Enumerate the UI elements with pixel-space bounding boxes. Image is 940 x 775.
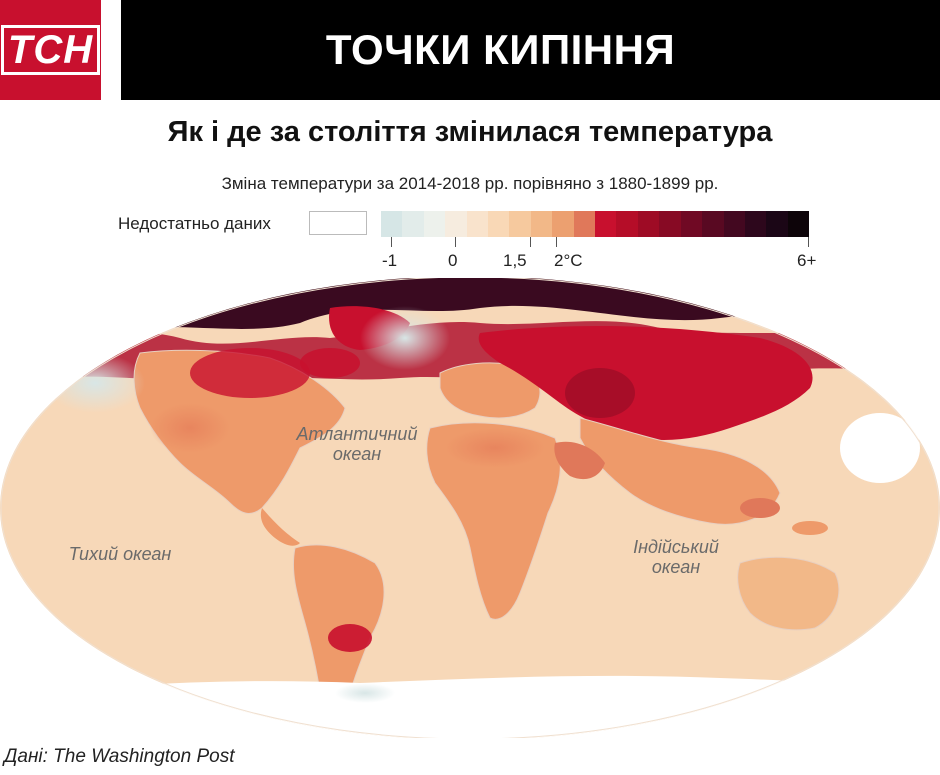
africa — [426, 422, 561, 620]
header-bar: ТОЧКИ КИПІННЯ — [121, 0, 940, 100]
no-data-label: Недостатньо даних — [118, 214, 271, 233]
new-guinea — [792, 521, 828, 535]
color-scale-swatch — [723, 211, 745, 237]
map-svg: Атлантичний океан Тихий океан Індійський… — [0, 276, 940, 740]
antarctica — [0, 675, 940, 738]
color-scale-swatch — [381, 211, 403, 237]
color-scale-swatch — [488, 211, 510, 237]
color-scale-swatch — [659, 211, 681, 237]
southern-cool — [335, 683, 395, 703]
tsn-logo: ТСН — [0, 0, 101, 100]
tick-mark — [556, 237, 557, 247]
color-scale-swatch — [445, 211, 467, 237]
pacific-ocean-label: Тихий океан — [69, 544, 172, 564]
tick-mark — [455, 237, 456, 247]
europe — [439, 362, 541, 419]
color-scale-swatch — [595, 211, 617, 237]
color-scale-swatch — [637, 211, 660, 237]
color-scale-swatch — [509, 211, 531, 237]
north-pacific-cool — [45, 353, 145, 413]
header-title: ТОЧКИ КИПІННЯ — [325, 26, 676, 73]
atlantic-ocean-label-1: Атлантичний — [296, 424, 418, 444]
borneo — [740, 498, 780, 518]
tick-label-1-5: 1,5 — [503, 251, 527, 270]
color-scale-swatch — [744, 211, 767, 237]
data-source: Дані: The Washington Post — [4, 746, 235, 767]
color-scale-swatch — [702, 211, 724, 237]
no-data-swatch — [309, 211, 367, 235]
color-scale-swatch — [552, 211, 574, 237]
page-subtitle: Як і де за століття змінилася температур… — [167, 116, 773, 148]
color-scale-bar — [381, 211, 810, 237]
sahara-warm — [445, 428, 545, 468]
tick-mark — [808, 237, 809, 247]
indian-ocean-label-1: Індійський — [633, 537, 719, 557]
pacific-no-data — [840, 413, 920, 483]
color-scale-swatch — [766, 211, 788, 237]
map-caption: Зміна температури за 2014-2018 рр. порів… — [221, 174, 719, 193]
central-asia-hotspot — [565, 368, 635, 418]
tick-mark — [530, 237, 531, 247]
tick-label-2c: 2°C — [554, 251, 583, 270]
russia — [478, 326, 813, 440]
australia — [737, 556, 840, 631]
argentina-hotspot — [328, 624, 372, 652]
tick-label-0: 0 — [448, 251, 458, 270]
tick-label-minus1: -1 — [382, 251, 398, 270]
canada-hotspot — [190, 348, 310, 398]
map-content: Атлантичний океан Тихий океан Індійський… — [0, 278, 940, 738]
color-scale-swatch — [573, 211, 596, 237]
hudson-hotspot — [300, 348, 360, 378]
central-america — [260, 508, 300, 546]
indian-ocean-label-2: океан — [652, 557, 700, 577]
atlantic-ocean-label-2: океан — [333, 444, 381, 464]
atlantic-cool-spot — [360, 306, 450, 370]
color-scale-swatch — [466, 211, 489, 237]
color-scale-swatch — [616, 211, 638, 237]
color-scale-swatch — [680, 211, 703, 237]
arabia — [554, 441, 605, 480]
pacific-warm — [150, 403, 230, 453]
color-scale-swatch — [787, 211, 810, 237]
world-temperature-map: Атлантичний океан Тихий океан Індійський… — [0, 276, 940, 740]
color-scale-swatch — [402, 211, 424, 237]
tick-mark — [391, 237, 392, 247]
tick-label-6plus: 6+ — [797, 251, 817, 270]
logo-text: ТСН — [0, 25, 101, 75]
color-scale-swatch — [423, 211, 446, 237]
color-scale-swatch — [530, 211, 553, 237]
